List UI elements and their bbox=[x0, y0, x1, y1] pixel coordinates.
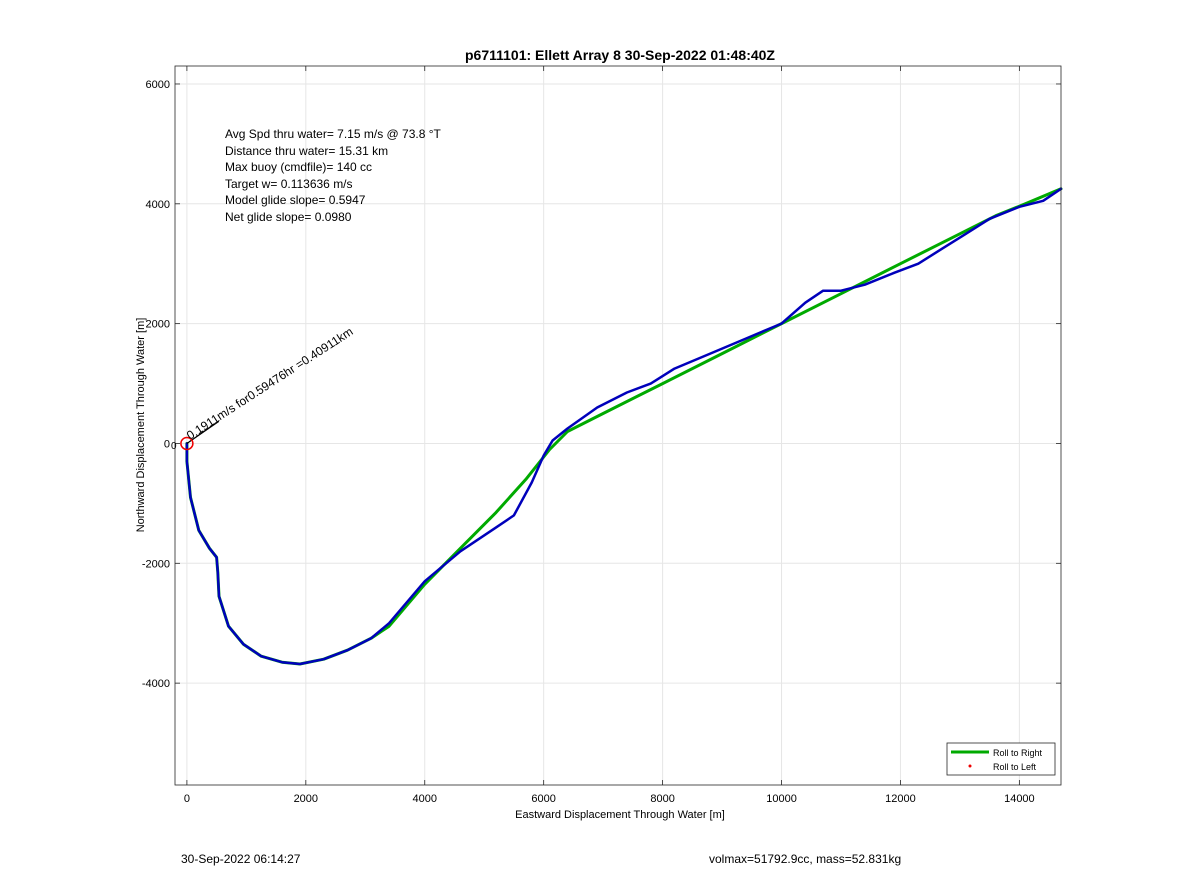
y-axis-label: Northward Displacement Through Water [m] bbox=[135, 318, 147, 533]
annotation-net-glide: Net glide slope= 0.0980 bbox=[225, 210, 352, 224]
x-tick-label: 14000 bbox=[1004, 793, 1035, 805]
y-tick-label: 0 bbox=[164, 438, 170, 450]
annotation-distance: Distance thru water= 15.31 km bbox=[225, 144, 388, 158]
y-tick-label: -4000 bbox=[142, 678, 170, 690]
y-tick-label: 4000 bbox=[146, 199, 170, 211]
annotation-avg-speed: Avg Spd thru water= 7.15 m/s @ 73.8 °T bbox=[225, 127, 442, 141]
grid bbox=[175, 66, 1061, 785]
annotation-block: Avg Spd thru water= 7.15 m/s @ 73.8 °T D… bbox=[225, 127, 442, 224]
chart-title: p6711101: Ellett Array 8 30-Sep-2022 01:… bbox=[465, 47, 775, 63]
start-markers bbox=[180, 421, 220, 451]
series-layer bbox=[185, 187, 1063, 666]
y-tick-label: 2000 bbox=[146, 319, 170, 331]
series-line-track bbox=[185, 187, 1063, 666]
start-marker bbox=[180, 436, 194, 451]
legend: Roll to Right Roll to Left bbox=[946, 742, 1056, 776]
x-tick-label: 4000 bbox=[413, 793, 437, 805]
x-tick-label: 12000 bbox=[885, 793, 916, 805]
footer-vol-mass: volmax=51792.9cc, mass=52.831kg bbox=[709, 852, 902, 866]
y-tick-label: 6000 bbox=[146, 79, 170, 91]
y-tick-label: -2000 bbox=[142, 558, 170, 570]
x-tick-label: 0 bbox=[184, 793, 190, 805]
x-tick-label: 2000 bbox=[294, 793, 318, 805]
x-axis-label: Eastward Displacement Through Water [m] bbox=[515, 809, 725, 821]
axes: 0 2000 4000 6000 8000 10000 12000 14000 -4000 -20… bbox=[142, 66, 1061, 805]
legend-box bbox=[946, 742, 1056, 776]
legend-label-roll-left: Roll to Left bbox=[993, 762, 1037, 772]
legend-label-roll-right: Roll to Right bbox=[993, 748, 1043, 758]
annotation-model-glide: Model glide slope= 0.5947 bbox=[225, 193, 366, 207]
footer-timestamp: 30-Sep-2022 06:14:27 bbox=[181, 852, 301, 866]
chart: 0 2000 4000 6000 8000 10000 12000 14000 -4000 -20… bbox=[135, 47, 1063, 821]
annotation-target-w: Target w= 0.113636 m/s bbox=[225, 177, 353, 191]
legend-swatch-roll-left bbox=[968, 764, 972, 768]
plot-area bbox=[175, 66, 1061, 785]
x-tick-label: 8000 bbox=[650, 793, 674, 805]
x-tick-label: 6000 bbox=[531, 793, 555, 805]
plot-frame bbox=[174, 65, 1062, 786]
annotation-max-buoy: Max buoy (cmdfile)= 140 cc bbox=[225, 160, 372, 174]
x-tick-label: 10000 bbox=[766, 793, 797, 805]
start-point-label: 0 bbox=[171, 441, 177, 452]
